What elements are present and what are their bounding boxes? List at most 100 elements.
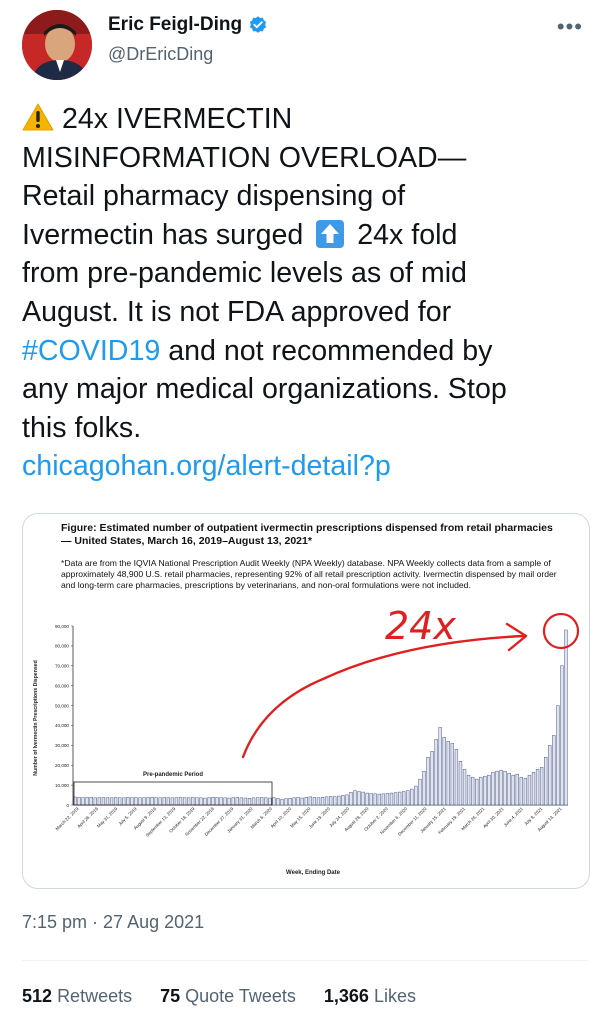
chart-bar <box>487 774 491 806</box>
chart-bar <box>219 797 223 806</box>
display-name[interactable]: Eric Feigl-Ding <box>108 14 243 35</box>
chart-bar <box>414 785 418 806</box>
chart-bar <box>341 795 345 806</box>
chart-bar <box>247 798 252 806</box>
chart-bar <box>191 797 195 806</box>
chart-bar <box>462 768 467 806</box>
chart-bar <box>446 741 450 806</box>
x-tick-label: May 31, 2019 <box>96 806 119 829</box>
chart-bar <box>227 797 231 806</box>
chart-bar <box>491 771 495 806</box>
tweet-media-image[interactable]: Figure: Estimated number of outpatient i… <box>22 513 590 889</box>
hashtag-link[interactable]: #COVID19 <box>22 334 161 367</box>
handwritten-arrowhead <box>505 622 528 652</box>
chart-bar <box>320 797 325 806</box>
chart-bar <box>353 790 357 806</box>
chart-bar <box>231 797 235 806</box>
tweet-line-1: 24x IVERMECTIN <box>61 103 293 135</box>
handwritten-circle <box>542 612 580 650</box>
chart-bar <box>243 797 248 806</box>
chart-bar <box>126 797 130 806</box>
likes-stat[interactable]: 1,366 Likes <box>324 986 416 1007</box>
retweets-label: Retweets <box>57 986 133 1006</box>
chart-bar <box>397 791 402 806</box>
chart-bar <box>454 749 459 806</box>
chart-bar <box>422 770 426 806</box>
handwritten-24x: 24x <box>385 604 456 648</box>
chart-bar <box>544 757 548 806</box>
chart-bar <box>89 797 93 806</box>
chart-bar <box>223 797 227 806</box>
chart-bar <box>93 797 97 806</box>
chart-bar <box>134 797 138 806</box>
chart-bar <box>381 793 386 806</box>
chart-bar <box>503 770 507 806</box>
chart-bar <box>548 745 552 806</box>
chart-bar <box>162 797 166 806</box>
quotes-count: 75 <box>160 986 181 1006</box>
tweet-text: 24x IVERMECTIN MISINFORMATION OVERLOAD— … <box>22 100 592 486</box>
figure-note: *Data are from the IQVIA National Prescr… <box>61 558 557 590</box>
y-tick-label: 90,000 <box>55 624 69 629</box>
quote-tweets-stat[interactable]: 75 Quote Tweets <box>160 986 296 1007</box>
y-tick-label: 10,000 <box>55 783 69 788</box>
tweet-line-4: Ivermectin has surged <box>22 218 304 251</box>
avatar[interactable] <box>22 10 92 80</box>
chart-bar <box>523 777 528 806</box>
chart-bar <box>418 778 422 806</box>
chart-bar <box>264 797 268 806</box>
chart-bar <box>166 797 170 806</box>
chart-bar <box>308 796 313 806</box>
tweet-line-2: MISINFORMATION OVERLOAD— <box>22 141 467 174</box>
chart-bar <box>158 797 162 806</box>
chart-bar <box>410 788 414 806</box>
retweets-stat[interactable]: 512 Retweets <box>22 986 132 1007</box>
likes-count: 1,366 <box>323 986 369 1006</box>
chart-bar <box>402 791 406 806</box>
chart-bar <box>260 797 264 806</box>
chart-bar <box>142 797 146 806</box>
chart-bar <box>304 797 308 806</box>
chart-bar <box>458 761 463 806</box>
chart-bar <box>499 769 503 806</box>
chart-bar <box>357 791 361 806</box>
chart-bar <box>81 797 85 806</box>
chart-bar <box>564 629 568 806</box>
more-options-icon[interactable]: ••• <box>556 14 583 39</box>
chart-bar <box>288 798 292 806</box>
divider <box>22 960 588 961</box>
chart-bar <box>430 751 434 806</box>
chart-bar <box>345 794 349 806</box>
chart-bar <box>109 797 114 806</box>
chart-bar <box>434 739 438 806</box>
chart-bar <box>300 797 304 806</box>
chart-bar <box>174 797 179 806</box>
tweet-line-8: any major medical organizations. Stop <box>22 373 507 406</box>
chart-bar <box>251 797 256 806</box>
tweet-timestamp[interactable]: 7:15 pm · 27 Aug 2021 <box>22 912 205 932</box>
chart-bar <box>101 797 106 806</box>
user-handle[interactable]: @DrEricDing <box>108 44 214 64</box>
article-link[interactable]: chicagohan.org/alert-detail?p <box>22 450 391 483</box>
chart-bar <box>280 799 284 806</box>
chart-bar <box>406 790 410 806</box>
chart-bar <box>324 796 329 806</box>
quotes-label: Quote Tweets <box>185 986 296 1006</box>
verified-badge-icon <box>249 16 267 33</box>
chart-bar <box>122 797 126 806</box>
handwritten-arrow <box>241 634 525 759</box>
chart-bar <box>442 737 446 806</box>
chart-bar <box>186 797 191 806</box>
tweet-stats: 512 Retweets 75 Quote Tweets 1,366 Likes <box>22 986 444 1007</box>
y-tick-label: 40,000 <box>55 723 69 728</box>
y-tick-label: 60,000 <box>55 683 69 688</box>
chart-bar <box>85 797 89 806</box>
chart-bar <box>519 776 523 806</box>
y-tick-label: 80,000 <box>55 644 69 649</box>
chart-bar <box>203 797 207 806</box>
chart-bar <box>511 774 515 806</box>
chart-bar <box>211 797 215 806</box>
x-tick-label: June 4, 2021 <box>503 806 525 828</box>
chart-bar <box>333 796 337 806</box>
chart-bar <box>475 778 479 806</box>
